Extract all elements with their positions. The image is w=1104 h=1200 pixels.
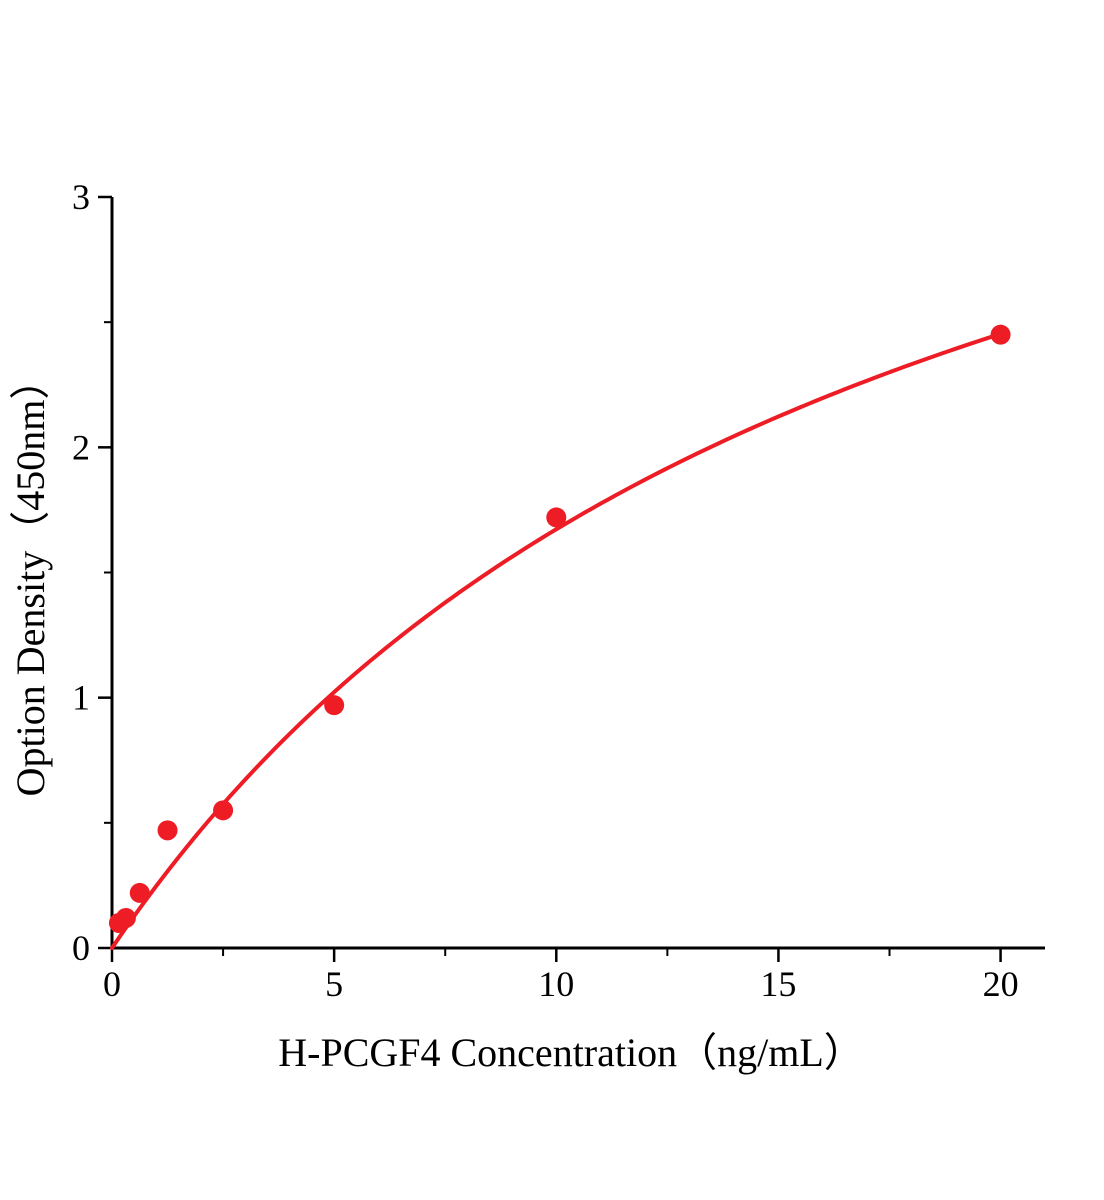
y-tick-label: 0	[72, 928, 90, 968]
x-tick-label: 0	[103, 964, 121, 1004]
plot-layer: 0 5 10 15 20 0 1 2 3	[72, 177, 1045, 1004]
data-point	[546, 507, 567, 528]
x-tick-label: 15	[760, 964, 796, 1004]
data-point	[213, 800, 234, 821]
y-tick-label: 3	[72, 177, 90, 217]
y-tick-label: 2	[72, 427, 90, 467]
fit-curve	[110, 331, 1003, 950]
x-axis-title: H-PCGF4 Concentration（ng/mL）	[278, 1030, 864, 1075]
x-tick-label: 5	[325, 964, 343, 1004]
data-point	[324, 695, 345, 716]
data-point	[115, 907, 136, 928]
data-point	[990, 324, 1011, 345]
x-tick-label: 20	[983, 964, 1019, 1004]
y-axis-title: Option Density（450nm）	[8, 360, 53, 797]
y-axis-ticks: 0 1 2 3	[72, 177, 112, 968]
data-point	[157, 820, 178, 841]
x-tick-label: 10	[538, 964, 574, 1004]
data-points	[108, 324, 1011, 933]
axes	[110, 197, 1045, 950]
x-axis-ticks: 0 5 10 15 20	[103, 948, 1019, 1004]
y-tick-label: 1	[72, 678, 90, 718]
data-point	[129, 882, 150, 903]
